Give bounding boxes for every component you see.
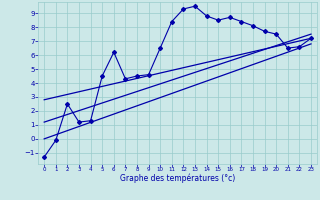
X-axis label: Graphe des températures (°c): Graphe des températures (°c) (120, 174, 235, 183)
